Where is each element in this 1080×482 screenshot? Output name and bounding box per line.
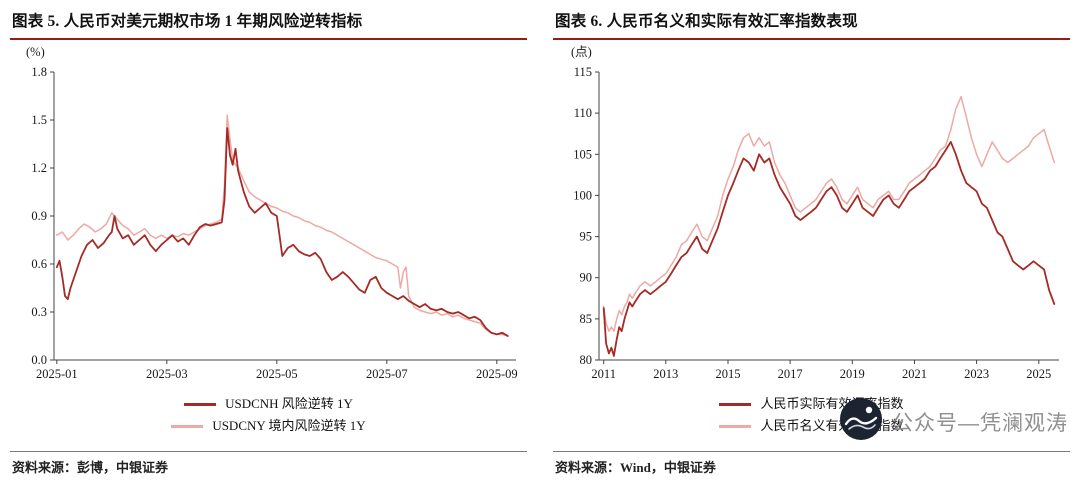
svg-text:80: 80 <box>580 353 593 367</box>
legend-swatch-neer <box>719 424 752 428</box>
svg-text:(点): (点) <box>571 45 592 59</box>
legend-label-neer: 人民币名义有效汇率指数 <box>760 418 904 433</box>
svg-text:1.8: 1.8 <box>31 65 47 79</box>
legend-item-usdcny: USDCNY 境内风险逆转 1Y <box>171 417 366 435</box>
legend-label-usdcnh: USDCNH 风险逆转 1Y <box>225 396 353 411</box>
svg-text:0.3: 0.3 <box>31 305 47 319</box>
effective-exchange-rate-chart: (点) 80 85 90 95 100 105 110 115 2011 2013 2015 2017 2… <box>571 45 1059 381</box>
legend-label-reer: 人民币实际有效汇率指数 <box>760 396 904 411</box>
legend-item-reer: 人民币实际有效汇率指数 <box>719 395 904 413</box>
svg-text:105: 105 <box>573 147 592 161</box>
figure-5-panel: 图表 5. 人民币对美元期权市场 1 年期风险逆转指标 (%) 0.0 0.3 0.6… <box>10 6 527 478</box>
svg-text:115: 115 <box>574 65 592 79</box>
svg-text:2015: 2015 <box>716 367 741 381</box>
svg-text:2023: 2023 <box>964 367 989 381</box>
svg-text:1.2: 1.2 <box>31 161 47 175</box>
legend-item-neer: 人民币名义有效汇率指数 <box>719 417 904 435</box>
figure-5-source: 资料来源：彭博，中银证券 <box>10 451 527 478</box>
svg-text:2021: 2021 <box>902 367 927 381</box>
svg-text:85: 85 <box>580 312 593 326</box>
figure-5-legend: USDCNH 风险逆转 1Y USDCNY 境内风险逆转 1Y <box>10 395 527 435</box>
figure-6-source-text: 资料来源：Wind，中银证券 <box>555 460 716 475</box>
svg-text:1.5: 1.5 <box>31 113 47 127</box>
svg-text:2025-05: 2025-05 <box>256 367 298 381</box>
svg-text:2011: 2011 <box>591 367 616 381</box>
figure-6-title: 图表 6. 人民币名义和实际有效汇率指数表现 <box>553 6 1070 40</box>
svg-text:2025: 2025 <box>1026 367 1051 381</box>
risk-reversal-chart: (%) 0.0 0.3 0.6 0.9 1.2 1.5 1.8 2025-01 2025-03 20… <box>26 45 518 381</box>
figure-5-source-text: 资料来源：彭博，中银证券 <box>12 460 169 475</box>
legend-label-usdcny: USDCNY 境内风险逆转 1Y <box>212 418 366 433</box>
svg-text:90: 90 <box>580 271 593 285</box>
svg-text:0.9: 0.9 <box>31 209 47 223</box>
svg-text:2025-07: 2025-07 <box>366 367 408 381</box>
legend-swatch-usdcny <box>171 424 204 428</box>
figure-6-legend: 人民币实际有效汇率指数 人民币名义有效汇率指数 <box>553 395 1070 435</box>
svg-text:2025-01: 2025-01 <box>36 367 78 381</box>
figure-6-source: 资料来源：Wind，中银证券 <box>553 451 1070 478</box>
legend-item-usdcnh: USDCNH 风险逆转 1Y <box>184 395 353 413</box>
svg-text:2025-09: 2025-09 <box>476 367 518 381</box>
svg-text:0.6: 0.6 <box>31 257 47 271</box>
svg-text:0.0: 0.0 <box>31 353 47 367</box>
figure-6-panel: 图表 6. 人民币名义和实际有效汇率指数表现 (点) 80 85 90 95 100 105… <box>553 6 1070 478</box>
legend-swatch-usdcnh <box>184 402 217 406</box>
svg-text:2019: 2019 <box>840 367 865 381</box>
svg-text:(%): (%) <box>26 45 45 59</box>
svg-text:2025-03: 2025-03 <box>146 367 188 381</box>
svg-text:95: 95 <box>580 230 593 244</box>
svg-text:2013: 2013 <box>653 367 678 381</box>
legend-swatch-reer <box>719 402 752 406</box>
svg-text:100: 100 <box>573 188 592 202</box>
svg-text:2017: 2017 <box>778 367 803 381</box>
svg-text:110: 110 <box>574 106 592 120</box>
figure-5-title: 图表 5. 人民币对美元期权市场 1 年期风险逆转指标 <box>10 6 527 40</box>
